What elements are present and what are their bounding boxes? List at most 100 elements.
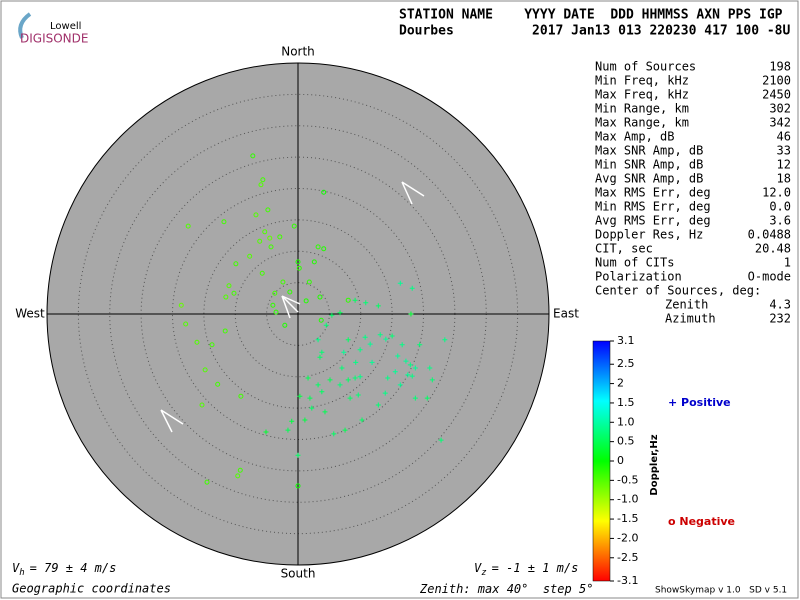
- source-negative: [295, 483, 301, 489]
- logo-swoosh: [18, 12, 32, 39]
- source-positive: [442, 337, 448, 343]
- source-negative: [222, 328, 228, 334]
- source-positive: [297, 393, 303, 399]
- colorbar-tick-label: -2.0: [617, 531, 638, 544]
- source-negative: [303, 298, 309, 304]
- source-negative: [267, 235, 273, 241]
- source-negative: [321, 189, 327, 195]
- source-negative: [345, 297, 351, 303]
- source-negative: [199, 402, 205, 408]
- vh-symbol: V: [12, 561, 20, 575]
- source-negative: [235, 473, 241, 479]
- source-negative: [231, 290, 237, 296]
- center-arrow: [281, 295, 301, 319]
- source-negative: [260, 177, 266, 183]
- vh-text: = 79 ± 4 m/s: [30, 561, 117, 575]
- source-positive: [405, 372, 411, 378]
- stat-value: 20.48: [755, 242, 791, 256]
- vh-sub: h: [19, 568, 24, 578]
- stat-value: 0.0488: [748, 228, 791, 242]
- stat-label: Zenith: [665, 298, 708, 312]
- source-positive: [319, 349, 325, 355]
- source-positive: [345, 377, 351, 383]
- source-negative: [202, 367, 208, 373]
- source-negative: [204, 479, 210, 485]
- source-positive: [412, 365, 418, 371]
- stat-value: 3.6: [769, 214, 791, 228]
- stat-value: 12: [777, 158, 791, 172]
- zenith-max: 40: [507, 582, 521, 596]
- stat-label: Max SNR Amp, dB: [595, 144, 703, 158]
- source-negative: [215, 381, 221, 387]
- source-positive: [369, 359, 375, 365]
- source-negative: [262, 229, 268, 235]
- stat-label: Max Amp, dB: [595, 130, 674, 144]
- direction-label: South: [281, 567, 316, 581]
- stat-label: Doppler Res, Hz: [595, 228, 703, 242]
- source-positive: [377, 332, 383, 338]
- colorbar-tick-label: 2.5: [617, 357, 635, 370]
- source-positive: [407, 362, 413, 368]
- source-negative: [280, 279, 286, 285]
- source-positive: [389, 333, 395, 339]
- stat-value: 4.3: [769, 298, 791, 312]
- source-positive: [295, 452, 301, 458]
- source-positive: [363, 300, 369, 306]
- stat-value: 12.0: [762, 186, 791, 200]
- stat-value: 1: [784, 256, 791, 270]
- stat-label: Max Range, km: [595, 116, 689, 130]
- ring-step: 5: [579, 582, 586, 596]
- source-negative: [258, 182, 264, 188]
- source-negative: [272, 290, 278, 296]
- colorbar-tick-label: -1.5: [617, 512, 638, 525]
- source-positive: [438, 437, 444, 443]
- source-positive: [392, 369, 398, 375]
- stat-value: O-mode: [748, 270, 791, 284]
- source-positive: [307, 395, 313, 401]
- source-negative: [268, 244, 274, 250]
- source-positive: [375, 303, 381, 309]
- source-negative: [183, 321, 189, 327]
- colorbar-tick-label: -2.5: [617, 551, 638, 564]
- legend-positive: + Positive: [668, 396, 731, 409]
- stat-label: Avg RMS Err, deg: [595, 214, 711, 228]
- source-positive: [337, 382, 343, 388]
- stat-label: Avg SNR Amp, dB: [595, 172, 703, 186]
- version: ShowSkymap v 1.0 SD v 5.1: [655, 586, 787, 596]
- source-positive: [399, 342, 405, 348]
- vz-text: = -1 ± 1 m/s: [492, 561, 579, 575]
- source-negative: [221, 219, 227, 225]
- source-negative: [315, 244, 321, 250]
- stat-value: 18: [777, 172, 791, 186]
- source-negative: [318, 317, 324, 323]
- colorbar-tick-label: 1.5: [617, 396, 635, 409]
- colorbar-tick-label: -1.0: [617, 493, 638, 506]
- source-positive: [309, 405, 315, 411]
- stat-label: Min RMS Err, deg: [595, 200, 711, 214]
- stat-label: Min Range, km: [595, 102, 689, 116]
- source-negative: [178, 302, 184, 308]
- header-line: STATION NAME YYYY DATE DDD HHMMSS AXN PP…: [399, 8, 783, 23]
- source-positive: [302, 417, 308, 423]
- source-positive: [397, 382, 403, 388]
- source-positive: [408, 311, 414, 317]
- stat-label: Max Freq, kHz: [595, 88, 689, 102]
- source-negative: [317, 294, 323, 300]
- source-negative: [250, 153, 256, 159]
- source-negative: [237, 467, 243, 473]
- source-positive: [317, 354, 323, 360]
- source-positive: [322, 409, 328, 415]
- logo-top: Lowell: [50, 21, 81, 32]
- stat-label: Azimuth: [665, 312, 716, 326]
- source-positive: [383, 336, 389, 342]
- stat-value: 302: [769, 102, 791, 116]
- source-negative: [295, 259, 301, 265]
- source-positive: [342, 427, 348, 433]
- colorbar-tick-label: 0: [617, 454, 624, 467]
- colorbar-tick-label: 0.5: [617, 435, 635, 448]
- source-positive: [362, 334, 368, 340]
- source-positive: [385, 375, 391, 381]
- source-positive: [409, 285, 415, 291]
- stat-value: 0.0: [769, 200, 791, 214]
